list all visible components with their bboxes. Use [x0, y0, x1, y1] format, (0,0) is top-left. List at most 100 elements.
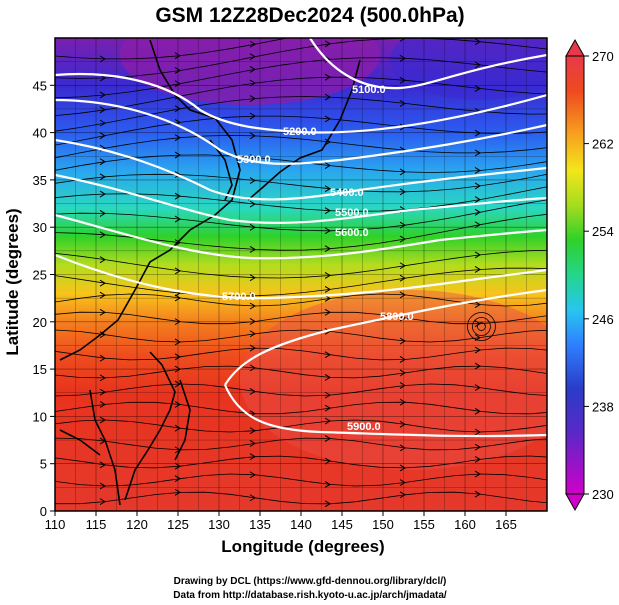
flow-arrow	[174, 353, 181, 361]
colorbar-tick-label: 262	[592, 137, 614, 152]
flow-arrow	[249, 344, 256, 352]
flow-arrow	[174, 215, 181, 223]
flow-arrow	[174, 67, 181, 74]
colorbar-max-arrow	[565, 38, 585, 57]
streamline	[55, 455, 547, 469]
contour-label: 5400.0	[330, 187, 364, 199]
flow-arrow	[474, 443, 481, 451]
contour-label: 5900.0	[347, 421, 381, 433]
x-tick-label: 145	[331, 517, 353, 532]
flow-arrow	[324, 285, 331, 293]
flow-arrow	[174, 424, 181, 432]
flow-arrow	[399, 291, 406, 299]
colorbar-scale	[565, 55, 585, 495]
flow-arrow	[324, 55, 331, 63]
flow-arrow	[474, 208, 481, 216]
flow-arrow	[249, 318, 256, 325]
flow-arrow	[99, 374, 106, 382]
credit-drawing: Drawing by DCL (https://www.gfd-dennou.o…	[174, 576, 447, 587]
flow-arrow	[249, 154, 256, 161]
flow-arrow	[99, 173, 106, 181]
flow-arrow	[399, 398, 406, 406]
colorbar-tick-label: 254	[592, 224, 614, 239]
flow-arrow	[474, 149, 481, 157]
flow-arrow	[99, 132, 106, 140]
colorbar-tick-label: 230	[592, 487, 614, 502]
flow-arrow	[324, 207, 331, 215]
flow-arrow	[249, 65, 256, 73]
contour-label: 5500.0	[335, 207, 369, 219]
flow-arrow	[249, 439, 256, 447]
vortex-ring	[471, 317, 491, 336]
flow-arrow	[324, 373, 331, 381]
flow-arrow	[249, 95, 256, 102]
streamline	[55, 38, 290, 60]
flow-arrow	[99, 354, 106, 362]
flow-arrow	[474, 456, 481, 463]
flow-arrow	[324, 40, 331, 48]
colorbar-tick-label: 246	[592, 312, 614, 327]
streamline	[55, 115, 547, 146]
y-tick-label: 45	[33, 78, 47, 93]
flow-arrow	[99, 74, 106, 82]
y-tick-label: 20	[33, 315, 47, 330]
y-tick-label: 15	[33, 362, 47, 377]
flow-arrow	[249, 494, 256, 502]
flow-arrow	[474, 266, 481, 273]
flow-arrow	[99, 106, 106, 114]
streamline	[55, 365, 547, 379]
flow-arrow	[324, 115, 331, 123]
streamline	[55, 76, 547, 116]
flow-arrow	[174, 151, 181, 159]
vortex-ring	[476, 322, 486, 331]
flow-arrow	[399, 262, 406, 270]
y-tick-label: 10	[33, 409, 47, 424]
streamline	[55, 173, 547, 193]
flow-arrow	[99, 461, 106, 469]
flow-arrow	[249, 132, 256, 140]
flow-arrow	[249, 274, 256, 282]
flow-arrow	[99, 498, 106, 506]
contour-label: 5600.0	[335, 227, 369, 239]
flow-arrow	[324, 295, 331, 302]
flow-arrow	[99, 416, 106, 424]
credit-data-source: Data from http://database.rish.kyoto-u.a…	[173, 590, 447, 601]
flow-arrow	[399, 479, 406, 486]
flow-arrow	[324, 272, 331, 279]
flow-arrow	[249, 302, 256, 310]
flow-arrow	[399, 221, 406, 229]
flow-arrow	[174, 134, 181, 142]
map-title: GSM 12Z28Dec2024 (500.0hPa)	[155, 4, 464, 27]
flow-arrow	[249, 53, 256, 61]
streamline	[55, 199, 547, 232]
x-tick-label: 110	[45, 517, 66, 532]
flow-arrow	[474, 407, 481, 415]
flow-arrow	[474, 221, 481, 229]
trough-region	[390, 38, 547, 100]
streamline	[55, 491, 547, 505]
flow-arrow	[99, 209, 106, 217]
flow-arrow	[324, 73, 331, 81]
flow-arrow	[99, 279, 106, 287]
streamline	[55, 383, 547, 397]
x-tick-label: 130	[208, 517, 230, 532]
flow-arrow	[249, 245, 256, 253]
flow-arrow	[249, 177, 256, 184]
flow-arrow	[324, 404, 331, 412]
x-tick-label: 125	[167, 517, 189, 532]
flow-arrow	[474, 301, 481, 309]
flow-arrow	[174, 462, 181, 470]
flow-arrow	[174, 105, 181, 113]
flow-arrow	[174, 192, 181, 200]
flow-arrow	[474, 384, 481, 392]
contour-label: 5200.0	[283, 126, 317, 138]
y-tick-label: 30	[33, 220, 47, 235]
streamline	[55, 249, 547, 279]
x-tick-label: 155	[413, 517, 435, 532]
flow-arrow	[474, 61, 481, 69]
streamline	[55, 96, 547, 132]
streamline	[55, 419, 547, 433]
flow-arrow	[474, 182, 481, 190]
x-tick-label: 150	[372, 517, 394, 532]
flow-arrow	[99, 308, 106, 316]
